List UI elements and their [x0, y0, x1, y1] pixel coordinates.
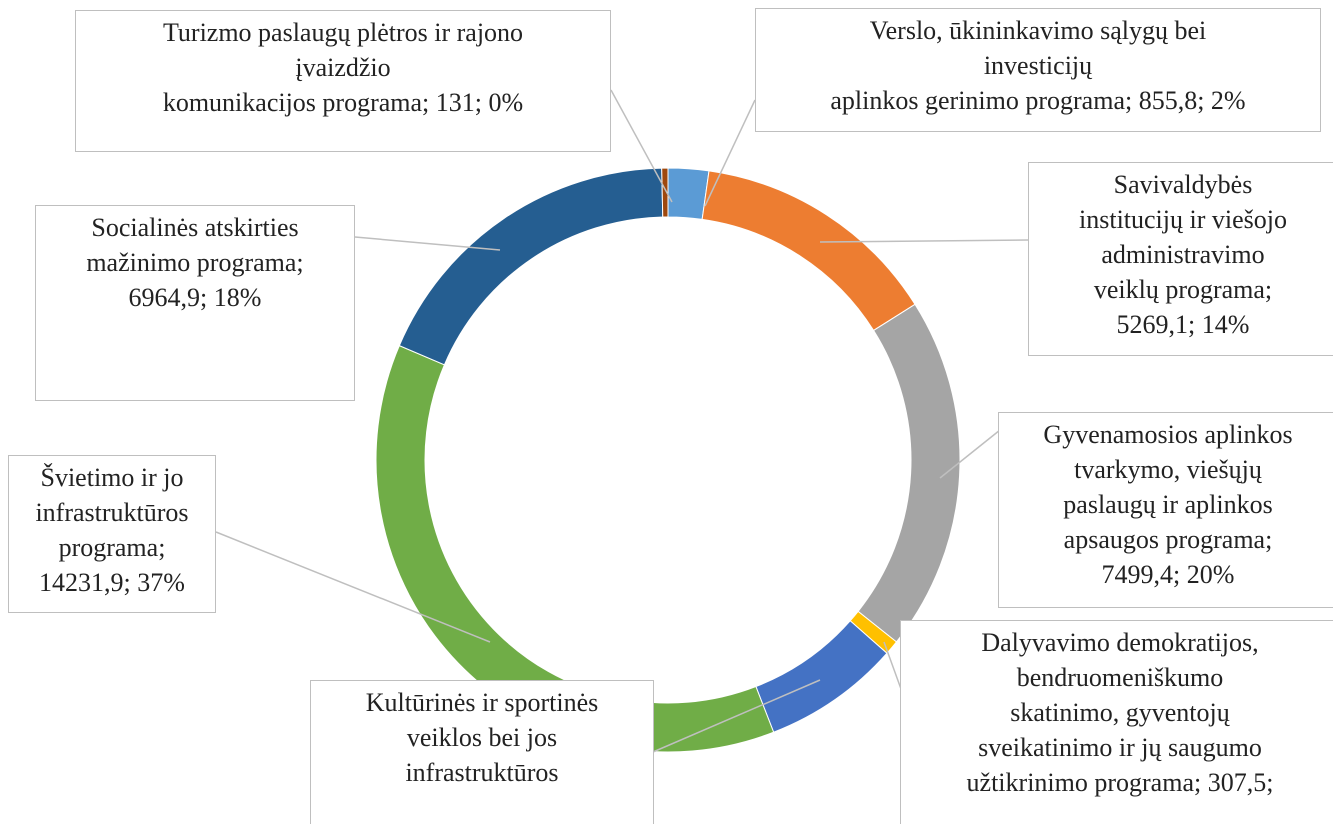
data-label: Švietimo ir jo infrastruktūros programa;… [8, 455, 216, 613]
leader-line [354, 236, 501, 251]
data-label: Turizmo paslaugų plėtros ir rajono įvaiz… [75, 10, 611, 152]
donut-slice [755, 620, 888, 733]
leader-line [939, 429, 1001, 479]
data-label: Verslo, ūkininkavimo sąlygų bei investic… [755, 8, 1321, 132]
leader-line [215, 531, 491, 643]
donut-slice [398, 167, 664, 366]
donut-slice [661, 167, 669, 218]
leader-line [704, 99, 756, 207]
data-label: Gyvenamosios aplinkos tvarkymo, viešųjų … [998, 412, 1333, 608]
leader-line [610, 89, 673, 203]
data-label: Dalyvavimo demokratijos, bendruomeniškum… [900, 620, 1333, 824]
data-label: Socialinės atskirties mažinimo programa;… [35, 205, 355, 401]
leader-line [819, 239, 1029, 243]
leader-line [652, 679, 821, 753]
donut-slice [701, 170, 916, 332]
data-label: Kultūrinės ir sportinės veiklos bei jos … [310, 680, 654, 824]
data-label: Savivaldybės institucijų ir viešojo admi… [1028, 162, 1333, 356]
donut-slice [857, 303, 961, 643]
